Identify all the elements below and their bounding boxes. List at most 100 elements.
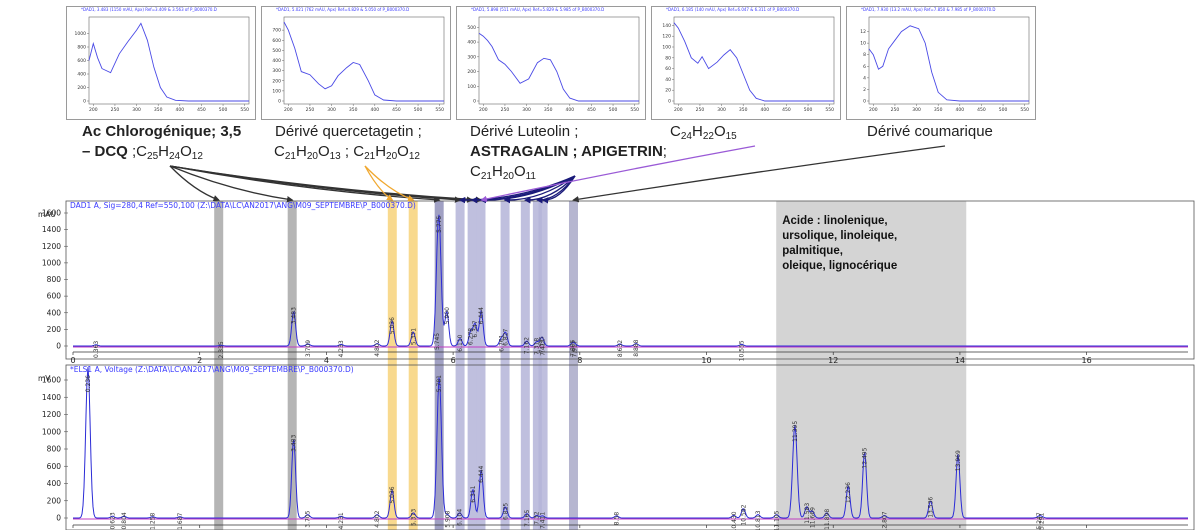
q-hb: H: [375, 143, 387, 160]
retention-time-label: 6.444: [478, 307, 485, 324]
spectrum-xtick-label: 450: [782, 107, 791, 113]
spectrum-xtick-label: 500: [609, 107, 618, 113]
spectrum-xtick-label: 500: [999, 107, 1008, 113]
spectrum-header-5: *DAD1, 7.930 (13.2 mAU, Apx) Ref=7.850 &…: [861, 7, 996, 12]
spectrum-xtick-label: 400: [371, 107, 380, 113]
spectrum-xtick-label: 550: [1020, 107, 1029, 113]
dad-xtick-label: 4: [324, 356, 329, 365]
retention-time-label: 5.775: [436, 215, 443, 232]
dad-xtick-label: 10: [701, 356, 711, 365]
spectrum-xtick-label: 450: [392, 107, 401, 113]
retention-time-label: 15.291: [1039, 513, 1046, 530]
retention-time-label: 0.623: [109, 512, 116, 529]
fatty-acid-annotation-line: ursolique, linoleique,: [782, 230, 897, 242]
dad-xtick-label: 6: [451, 356, 456, 365]
els-ytick-label: 1600: [42, 376, 61, 385]
dad-ytick-label: 1400: [42, 225, 61, 234]
retention-time-label: 7.32: [534, 511, 541, 525]
spectrum-xtick-label: 350: [934, 107, 943, 113]
spectrum-xtick-label: 300: [912, 107, 921, 113]
spectrum-ytick-label: 0: [83, 99, 86, 105]
spectrum-xtick-label: 200: [284, 107, 293, 113]
spectrum-ytick-label: 100: [272, 88, 281, 94]
spectrum-plot-2: 0 100 200 300 400 500 600 700 200 250 300 350 400 450…: [272, 16, 445, 113]
retention-time-label: 6.347: [472, 320, 479, 337]
retention-time-label: 3.709: [305, 340, 312, 357]
q-sep: ; C: [340, 143, 365, 160]
retention-time-label: 10.555: [739, 340, 746, 361]
spectrum-ytick-label: 6: [863, 64, 866, 70]
spectrum-xtick-label: 450: [977, 107, 986, 113]
f-24: 24: [168, 151, 181, 162]
uv-spectrum-curve: [868, 25, 1029, 102]
chlorogenic-arrow: [169, 165, 294, 203]
spectrum-ytick-label: 20: [665, 88, 671, 94]
spectrum-xtick-label: 300: [327, 107, 336, 113]
coumaric-title: Dérivé coumarique: [867, 123, 993, 140]
quercetagetin-arrow: [364, 165, 415, 202]
chlorogenic-formula-c: ;C: [127, 143, 148, 160]
dad-y-unit: mAU: [38, 210, 56, 219]
retention-time-label: 5.371: [410, 328, 417, 345]
retention-time-label: 6.825: [502, 503, 509, 520]
retention-time-label: 0.363: [93, 341, 100, 358]
spectrum-ytick-label: 0: [863, 99, 866, 105]
dad-xtick-label: 0: [70, 356, 75, 365]
retention-time-label: 6.110: [457, 334, 464, 351]
q-21b: 21: [364, 151, 376, 162]
spectrum-panel-2: *DAD1, 5.021 (762 mAU, Apx) Ref=4.829 & …: [261, 6, 451, 120]
chlorogenic-arrow: [169, 165, 462, 203]
luteolin-glycosides: ASTRAGALIN ; APIGETRIN: [470, 143, 663, 160]
uv-spectrum-curve: [478, 32, 639, 102]
spectrum-xtick-label: 550: [240, 107, 249, 113]
dad-ytick-label: 200: [47, 325, 62, 334]
spectrum-xtick-label: 550: [825, 107, 834, 113]
chlorogenic-annotation: Ac Chlorogénique; 3,5 – DCQ ;C25H24O12: [82, 122, 241, 162]
luteolin-arrow: [503, 175, 576, 204]
spectrum-header-2: *DAD1, 5.021 (762 mAU, Apx) Ref=4.829 & …: [276, 7, 410, 12]
dad-ytick-label: 1600: [42, 209, 61, 218]
spectrum-xtick-label: 500: [414, 107, 423, 113]
quercetagetin-annotation: Dérivé quercetagetin ; C21H20O13 ; C21H2…: [274, 122, 422, 162]
spectrum-plot-3: 0 100 200 300 400 500 200 250 300 350 400 450 500 550: [467, 16, 640, 113]
retention-time-label: 4.231: [338, 512, 345, 529]
spectrum-xtick-label: 300: [132, 107, 141, 113]
l-20: 20: [502, 171, 514, 182]
els-panel-frame: [65, 364, 1195, 530]
dad-panel-frame: [65, 200, 1195, 360]
spectrum-xtick-label: 250: [501, 107, 510, 113]
els-ytick-label: 800: [47, 445, 62, 454]
spectrum-ytick-label: 600: [77, 58, 86, 64]
spectrum-xtick-label: 350: [154, 107, 163, 113]
f-o: O: [180, 143, 192, 160]
spectrum-panel-1: *DAD1, 3.483 (1150 mAU, Apx) Ref=3.409 &…: [66, 6, 256, 120]
luteolin-arrow: [524, 175, 576, 204]
retention-time-label: 11.669: [809, 507, 816, 528]
els-ytick-label: 0: [56, 514, 61, 523]
retention-time-label: 8.632: [617, 340, 624, 357]
peak-highlight-band: [538, 201, 548, 530]
retention-time-label: 4.802: [374, 510, 381, 527]
els-ytick-label: 400: [47, 479, 62, 488]
l-11: 11: [525, 171, 536, 182]
spectrum-xtick-label: 200: [89, 107, 98, 113]
c24-15: 15: [725, 131, 737, 142]
spectrum-ytick-label: 200: [272, 78, 281, 84]
dad-xtick-label: 8: [577, 356, 582, 365]
spectrum-ytick-label: 1000: [75, 31, 87, 37]
c24-c: C: [670, 123, 681, 140]
spectrum-ytick-label: 700: [272, 28, 281, 34]
luteolin-title: Dérivé Luteolin ;: [470, 123, 579, 140]
spectrum-header-1: *DAD1, 3.483 (1150 mAU, Apx) Ref=3.409 &…: [81, 7, 217, 12]
spectrum-xtick-label: 200: [674, 107, 683, 113]
retention-time-label: 6.311: [470, 485, 477, 502]
dad-xtick-label: 16: [1082, 356, 1092, 365]
retention-time-label: 5.036: [389, 317, 396, 334]
q-20b: 20: [386, 151, 398, 162]
els-ytick-label: 600: [47, 462, 62, 471]
retention-time-label: 1.687: [177, 513, 184, 530]
spectrum-xtick-label: 200: [479, 107, 488, 113]
fatty-acid-annotation-line: oleique, lignocérique: [782, 260, 897, 272]
retention-time-label: 7.165: [524, 510, 531, 527]
f-h: H: [158, 143, 169, 160]
